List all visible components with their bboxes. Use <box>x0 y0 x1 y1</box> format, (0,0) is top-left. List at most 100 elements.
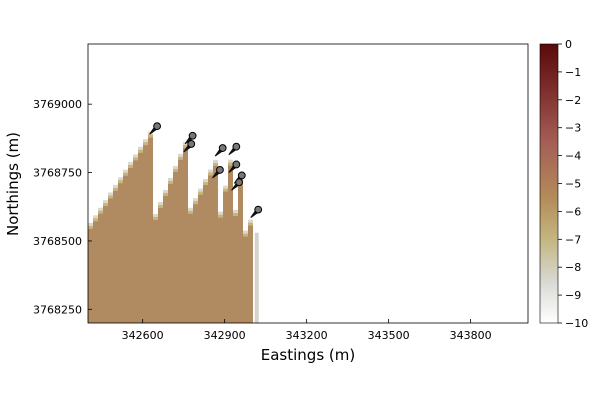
plume-cell <box>178 159 183 323</box>
plume-cell-rim <box>148 134 153 139</box>
plume-cell <box>198 194 203 323</box>
colorbar-tick-label: −10 <box>565 317 588 330</box>
plume-cell-rim <box>123 172 128 177</box>
plume-cell <box>188 213 193 323</box>
plume-cell <box>203 185 208 323</box>
source-marker-icon <box>184 131 197 145</box>
colorbar-gradient <box>539 43 559 324</box>
plume-cell <box>88 228 93 323</box>
marker-head <box>232 160 241 169</box>
plume-cell <box>173 171 178 323</box>
plume-cell-rim <box>143 142 148 147</box>
marker-head <box>218 144 227 152</box>
plume-cell <box>108 198 113 323</box>
plume-cell-rim <box>138 149 143 154</box>
marker-head <box>188 131 197 140</box>
y-axis-title: Northings (m) <box>4 132 22 236</box>
plume-cell <box>218 217 223 323</box>
plume-cell <box>233 215 238 323</box>
x-tick-label: 342600 <box>122 329 164 342</box>
plume-cell-rim <box>153 216 158 221</box>
plume-cell <box>213 165 218 323</box>
plume-cell-rim <box>178 156 183 161</box>
plume-cell-rim <box>228 162 233 167</box>
plume-cell <box>113 190 118 323</box>
colorbar: 0 −1 −2 −3 −4 −5 −6 −7 −8 −9 −10 <box>539 38 588 330</box>
plume-cell-rim <box>208 172 213 177</box>
plume-cell-rim <box>168 180 173 185</box>
plume-cell <box>118 183 123 323</box>
plume-cell <box>103 206 108 323</box>
plume-cell <box>133 160 138 323</box>
plume-cell <box>183 147 188 323</box>
marker-head <box>187 140 196 148</box>
plume-cell-rim <box>163 192 168 197</box>
plume-cell <box>238 179 243 323</box>
y-tick-label: 3768750 <box>33 167 82 180</box>
colorbar-tick-label: −3 <box>565 122 581 135</box>
plume-cell-rim <box>108 195 113 200</box>
plume-cell-rim <box>103 203 108 208</box>
plume-cell-rim <box>193 201 198 206</box>
source-marker-icon <box>183 140 196 153</box>
x-tick-label: 343800 <box>450 329 492 342</box>
marker-head <box>216 166 224 174</box>
marker-head <box>232 142 241 151</box>
y-tick-label: 3768250 <box>33 303 82 316</box>
plume-cell <box>243 236 248 323</box>
plume-cell <box>208 175 213 323</box>
y-axis: 3768250 3768500 3768750 3769000 <box>33 98 92 316</box>
colorbar-tick-label: −5 <box>565 178 581 191</box>
plume-cell-rim <box>98 210 103 215</box>
plume-cell-rim <box>88 225 93 230</box>
y-tick-label: 3768500 <box>33 235 82 248</box>
plume-cell-rim <box>128 165 133 170</box>
plume-cell-rim <box>183 144 188 149</box>
plume-cell <box>248 225 253 323</box>
plume-cell-rim <box>133 157 138 162</box>
plume-cell <box>193 204 198 323</box>
source-marker-icon <box>250 205 263 218</box>
plume-cell <box>153 219 158 323</box>
plume-cell <box>223 191 228 323</box>
plume-cell-rim <box>223 188 228 193</box>
colorbar-tick-label: −9 <box>565 289 581 302</box>
source-marker-icon <box>228 160 241 173</box>
plume-cell-rim <box>158 204 163 209</box>
plume-cell <box>228 165 233 323</box>
marker-head <box>153 122 161 131</box>
plume-cell-rim <box>188 210 193 215</box>
plot-area <box>87 43 529 324</box>
plume-cell-rim <box>113 187 118 192</box>
plume-cell <box>123 175 128 323</box>
colorbar-tick-label: −2 <box>565 94 581 107</box>
plume-cell <box>138 152 143 323</box>
plume-cell <box>158 207 163 323</box>
colorbar-tick-label: −6 <box>565 205 581 218</box>
source-marker-icon <box>231 178 243 191</box>
colorbar-tick-label: 0 <box>565 38 572 51</box>
x-axis-title: Eastings (m) <box>261 346 355 364</box>
marker-head <box>235 178 243 187</box>
colorbar-tick-label: −8 <box>565 261 581 274</box>
plume-field <box>88 131 259 323</box>
plume-cell-rim <box>118 180 123 185</box>
plume-cell-rim <box>218 214 223 219</box>
plume-cell <box>148 137 153 323</box>
plume-cell-rim <box>213 162 218 167</box>
x-axis: 342600 342900 343200 343500 343800 <box>122 319 492 342</box>
plume-cell <box>143 145 148 323</box>
source-marker-icon <box>228 142 241 156</box>
plume-cell <box>163 195 168 323</box>
colorbar-tick-label: −1 <box>565 66 581 79</box>
source-markers <box>149 122 263 218</box>
x-tick-label: 343500 <box>368 329 410 342</box>
plume-cell-rim <box>93 218 98 223</box>
plume-cell-rim <box>173 168 178 173</box>
y-tick-label: 3769000 <box>33 98 82 111</box>
plot-frame <box>87 43 529 324</box>
marker-head <box>237 171 246 180</box>
x-tick-label: 343200 <box>286 329 328 342</box>
